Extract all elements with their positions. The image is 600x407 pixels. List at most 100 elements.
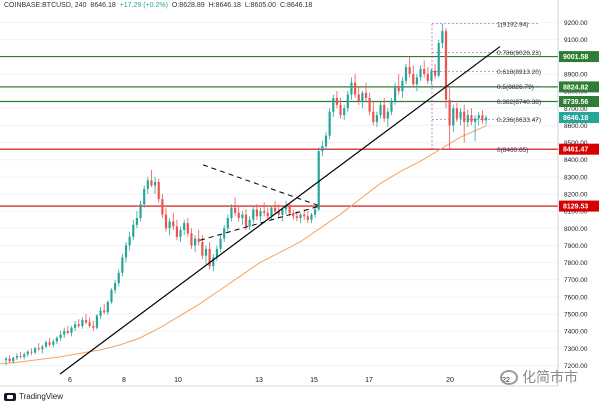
candle-body [164,214,168,229]
candle-body [299,214,302,218]
candle-body [357,94,360,102]
fib-level-label: 0.382(8740.38) [497,99,541,106]
candle-body [146,180,149,189]
candle-body [386,111,389,119]
price-tick-label: 7200.00 [564,363,588,370]
candle-body [343,108,346,116]
tradingview-logo[interactable]: TradingView [4,392,63,401]
time-tick-label: 8 [122,377,126,384]
fib-level-label: 0(8460.65) [497,147,528,154]
resistance-price-tag [559,51,599,63]
candle-body [226,218,229,229]
candle-body [48,342,51,345]
candle-body [408,67,411,74]
candle-body [244,214,248,227]
ma-line [0,124,488,365]
candle-body [44,342,48,347]
candle-body [263,211,266,213]
candle-body [335,98,338,105]
candle-body [270,207,273,217]
candle-body [34,348,37,353]
candle-body [314,209,317,215]
moving-average-line [0,124,488,365]
candle-body [55,338,58,342]
candle-body [52,341,55,345]
candle-body [77,324,80,326]
candle-body [426,74,429,81]
price-tick-label: 7500.00 [564,312,588,319]
price-axis-background [558,0,600,386]
candle-body [372,111,375,122]
candle-body [194,238,197,246]
candle-body [259,211,262,217]
candle-body [114,283,117,290]
low-value: L:8605.00 [244,2,276,9]
candle-body [117,272,120,284]
candle-body [219,238,222,249]
candle-body [183,223,186,230]
candle-body [223,228,226,239]
candle-body [437,43,440,76]
price-tick-label: 8000.00 [564,226,588,233]
price-tick-label: 8100.00 [564,209,588,216]
candle-body [252,209,255,220]
candle-body [397,86,400,92]
candle-body [288,206,291,213]
price-tick-label: 7800.00 [564,260,588,267]
time-tick-label: 10 [174,377,182,384]
candle-body [317,151,320,210]
trend-drawings [59,46,501,375]
candle-body [41,346,44,350]
candle-body [30,351,33,353]
candle-body [197,238,200,242]
price-tick-label: 8700.00 [564,106,588,113]
price-grid [0,22,558,366]
candle-body [4,358,8,361]
candle-body [379,104,382,116]
candle-body [474,118,477,122]
candle-body [154,182,157,186]
candle-body [37,348,40,350]
candle-body [401,80,404,92]
price-tick-label: 9100.00 [564,37,588,44]
candle-body [423,68,426,74]
price-tick-label: 7900.00 [564,243,588,250]
time-tick-label: 6 [68,377,72,384]
tradingview-icon [4,392,16,401]
price-axis[interactable]: 7200.00 7300.00 7400.00 7500.00 7600.00 7700.… [557,0,600,386]
support-price-tag-label: 8461.47 [563,147,588,154]
candle-body [150,180,153,186]
time-axis[interactable]: 6 8 10 13 15 17 20 22 [0,377,558,387]
resistance-price-tag-label: 8824.82 [563,84,588,91]
candle-body [332,98,335,112]
support-price-tag [559,143,599,155]
fib-level-label: 0.236(8633.47) [497,117,541,124]
candle-body [466,115,469,122]
chat-bubble-icon [500,369,518,385]
candle-body [346,94,349,109]
candle-body [434,70,437,76]
price-tick-label: 8900.00 [564,72,588,79]
symbol-label[interactable]: COINBASE:BTCUSD, 240 [4,2,87,9]
candle-body [430,70,433,81]
candle-body [477,115,480,119]
candle-body [324,135,328,146]
candle-body [328,111,331,136]
candle-body [230,207,233,218]
last-price-tag [559,112,599,124]
price-tick-label: 7300.00 [564,346,588,353]
candle-body [354,82,357,95]
candle-body [248,219,251,227]
candle-body [481,115,484,121]
candle-body [452,108,455,126]
candle-body [284,206,288,210]
watermark-text: 化简市市 [522,369,578,385]
candle-body [172,221,175,227]
price-tick-label: 9200.00 [564,20,588,27]
candle-body [234,207,237,213]
high-value: H:8646.18 [208,2,241,9]
candle-body [215,248,218,258]
fib-level-label: 1(9192.94) [497,21,528,28]
candle-body [444,31,448,100]
